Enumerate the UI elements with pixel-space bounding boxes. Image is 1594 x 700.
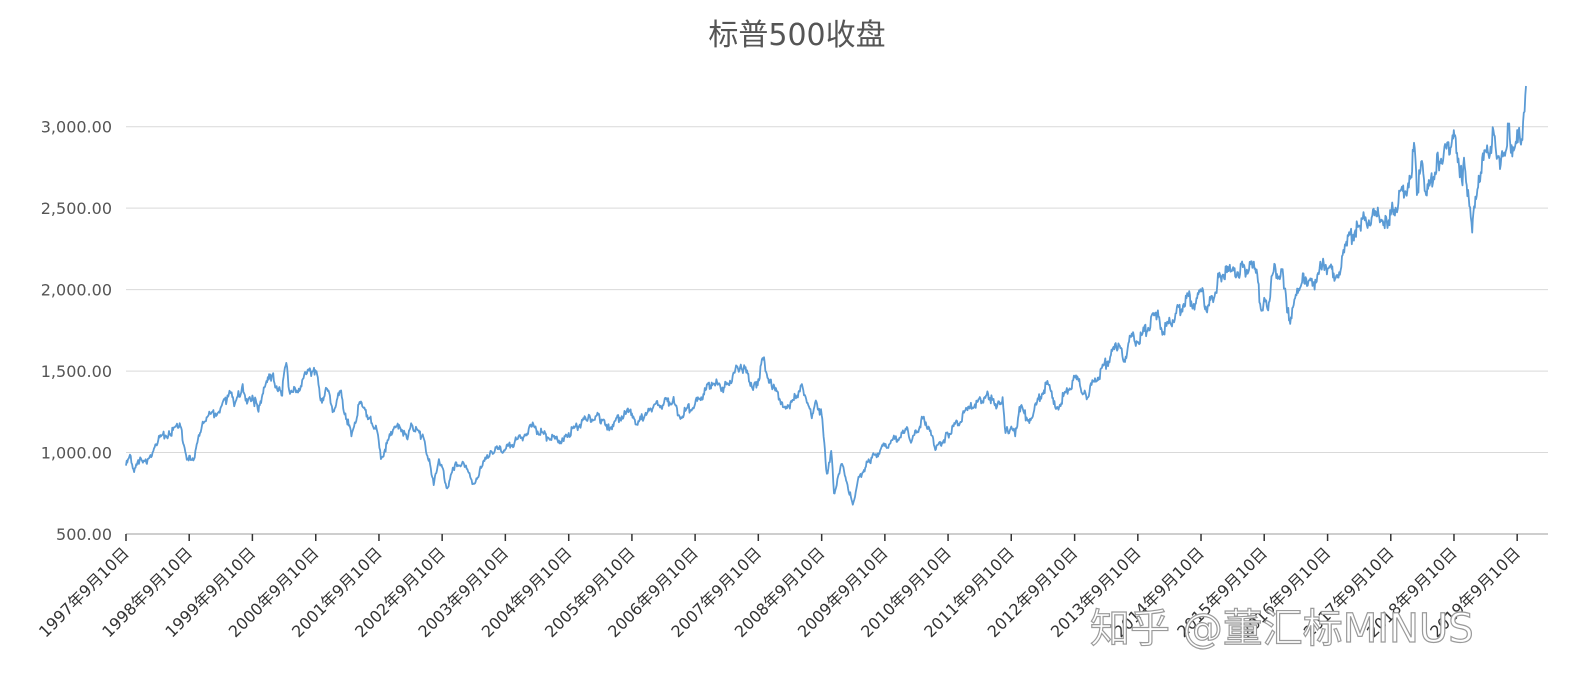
y-tick-label: 1,000.00 [41,444,112,463]
y-tick-label: 3,000.00 [41,118,112,137]
chart-title: 标普500收盘 [708,18,886,53]
series-line [125,85,1527,506]
y-axis-ticks: 500.00 1,000.00 1,500.00 2,000.00 2,500.00 3,… [41,118,112,544]
y-tick-label: 500.00 [56,525,112,544]
y-tick-label: 2,000.00 [41,281,112,300]
y-tick-label: 1,500.00 [41,362,112,381]
watermark: 知乎 @董汇标MINUS [1090,606,1474,652]
y-tick-label: 2,500.00 [41,199,112,218]
gridlines [126,126,1548,535]
series-layer [125,85,1527,506]
